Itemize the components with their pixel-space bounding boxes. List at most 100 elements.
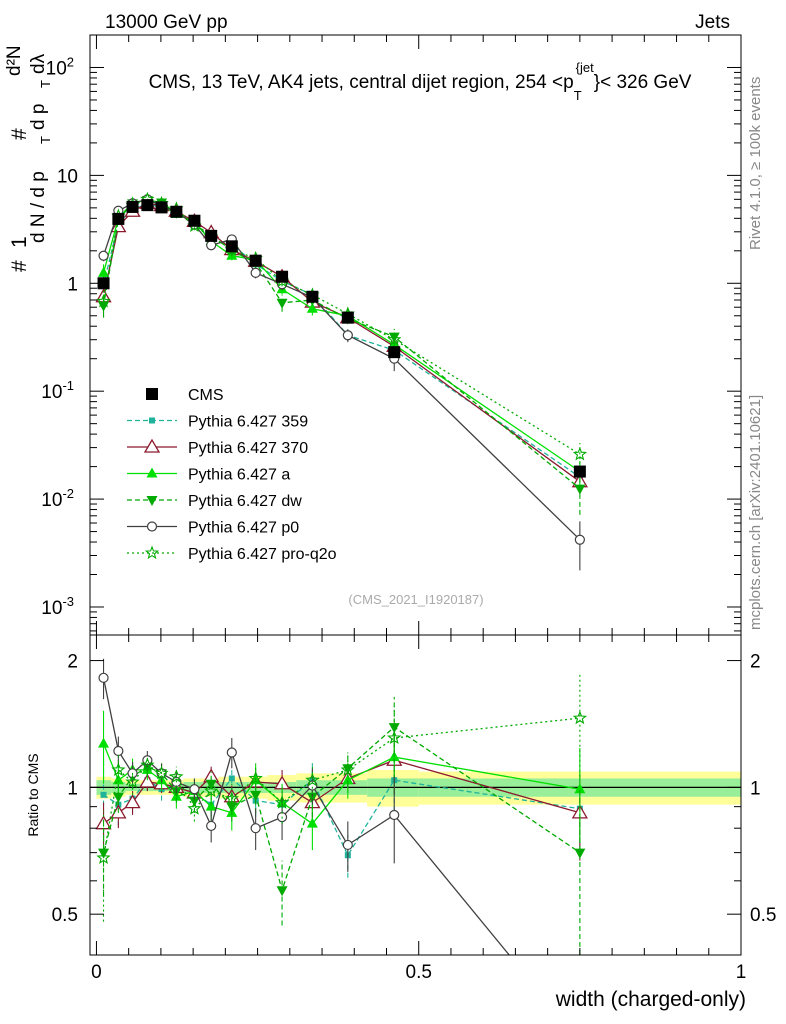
y-tick-label-ratio: 1	[67, 778, 78, 799]
y-tick-label-ratio-right: 2	[750, 652, 761, 673]
cms-data-point	[573, 465, 586, 478]
series-marker-ratio	[98, 672, 109, 683]
y-tick-label-ratio: 0.5	[52, 905, 78, 926]
series-line-main	[102, 198, 581, 541]
cms-data-point	[276, 270, 289, 283]
main-series-layer	[95, 191, 588, 571]
legend-entry-2: Pythia 6.427 370	[127, 438, 308, 457]
series-marker-ratio	[572, 710, 588, 725]
legend-marker	[146, 467, 158, 478]
series-marker-ratio	[387, 730, 402, 745]
legend-entry-5: Pythia 6.427 p0	[127, 520, 299, 537]
series-marker-ratio	[388, 723, 400, 734]
series-marker-ratio	[205, 800, 217, 811]
series-3-main	[98, 196, 586, 515]
series-marker-ratio	[111, 762, 126, 777]
series-marker-ratio	[189, 784, 200, 795]
cms-data-point	[306, 290, 319, 303]
cms-data-point	[388, 346, 401, 359]
header-left: 13000 GeV pp	[105, 12, 228, 33]
series-marker-main	[387, 332, 402, 346]
legend-label: Pythia 6.427 pro-q2o	[188, 546, 337, 563]
x-tick-label: 0	[91, 962, 102, 983]
series-marker-main	[342, 330, 353, 341]
series-marker-ratio	[98, 737, 110, 748]
cms-data-point	[205, 229, 218, 242]
series-marker-ratio	[124, 794, 141, 809]
legend-entry-4: Pythia 6.427 dw	[127, 493, 302, 510]
series-marker-ratio	[169, 769, 184, 783]
legend-label: Pythia 6.427 dw	[188, 493, 302, 510]
legend-marker	[144, 545, 160, 560]
y-tick-label-ratio-right: 0.5	[750, 905, 776, 926]
series-marker-ratio	[226, 802, 238, 813]
cms-data	[97, 199, 586, 478]
series-line-ratio	[102, 717, 580, 859]
y-tick-label-main: 10-2	[41, 486, 74, 511]
series-marker-ratio	[248, 770, 263, 785]
cms-data-point	[249, 254, 262, 267]
x-tick-label: 1	[736, 962, 747, 983]
series-marker-ratio	[342, 774, 354, 785]
x-tick-label: 0.5	[406, 962, 432, 983]
legend-label: CMS	[188, 387, 224, 404]
series-marker-ratio	[307, 780, 318, 791]
series-marker-ratio	[574, 783, 586, 794]
legend-entry-0: CMS	[146, 387, 224, 404]
legend-label: Pythia 6.427 359	[188, 414, 308, 431]
series-marker-ratio	[250, 790, 262, 801]
series-marker-ratio	[305, 772, 320, 787]
y-tick-label-main: 10-1	[41, 378, 74, 403]
series-marker-ratio	[204, 783, 219, 798]
legend-label: Pythia 6.427 a	[188, 467, 290, 484]
series-4-ratio	[98, 658, 511, 955]
series-3-ratio	[98, 696, 586, 955]
series-marker-main	[574, 484, 586, 495]
series-marker-ratio	[112, 792, 124, 803]
y-tick-label-ratio: 2	[67, 652, 78, 673]
main-axis-ticks: 10-3 10-2 10-1 1 10 102	[41, 34, 742, 635]
series-0-main	[100, 200, 583, 489]
ylabel-one: 1	[8, 236, 31, 248]
analysis-label: (CMS_2021_I1920187)	[348, 592, 483, 607]
legend-entry-6: Pythia 6.427 pro-q2o	[127, 545, 337, 563]
ratio-uncertainty-band	[90, 769, 741, 807]
ylabel-d2n: d²N	[4, 45, 25, 76]
series-marker-ratio	[187, 801, 202, 815]
ratio-frame	[89, 634, 742, 956]
series-line-ratio	[102, 726, 581, 893]
legend-marker	[146, 388, 158, 400]
series-line-main	[102, 199, 581, 490]
series-marker-ratio	[226, 747, 237, 758]
ratio-panel: 0 0.5 1 0.5 0.5 1 1 2 2	[52, 634, 776, 983]
y-tick-label-main: 102	[46, 54, 74, 79]
series-4-main	[98, 194, 585, 571]
series-marker-ratio	[154, 765, 169, 780]
ratio-axis-ticks: 0 0.5 1 0.5 0.5 1 1 2 2	[52, 635, 776, 983]
cms-data-point	[126, 200, 139, 213]
legend: CMS Pythia 6.427 359 Pythia 6.427 370 Pythi…	[127, 387, 337, 563]
series-line-ratio	[103, 777, 580, 857]
series-marker-ratio	[224, 791, 239, 805]
series-marker-ratio	[389, 809, 400, 821]
series-marker-ratio	[228, 775, 235, 782]
series-marker-ratio	[206, 820, 217, 832]
legend-entry-1: Pythia 6.427 359	[127, 414, 308, 431]
cms-data-point	[225, 240, 238, 253]
cms-data-point	[141, 199, 154, 212]
cms-data-point	[170, 205, 183, 218]
legend-marker	[149, 417, 155, 424]
series-marker-ratio	[96, 850, 111, 865]
series-marker-ratio	[574, 848, 586, 859]
y-axis-label: # 1 d N / d p T # d²N d p T dλ	[4, 45, 53, 272]
main-frame	[89, 34, 742, 636]
ylabel-dlambda: dλ	[28, 53, 49, 74]
series-line-main	[102, 202, 581, 478]
series-1-main	[95, 195, 588, 494]
series-5-main	[96, 191, 588, 470]
series-marker-ratio	[306, 817, 318, 828]
series-marker-main	[574, 534, 585, 545]
ylabel-dn-dpt: d N / d p	[28, 171, 49, 243]
series-line-main	[102, 199, 581, 473]
